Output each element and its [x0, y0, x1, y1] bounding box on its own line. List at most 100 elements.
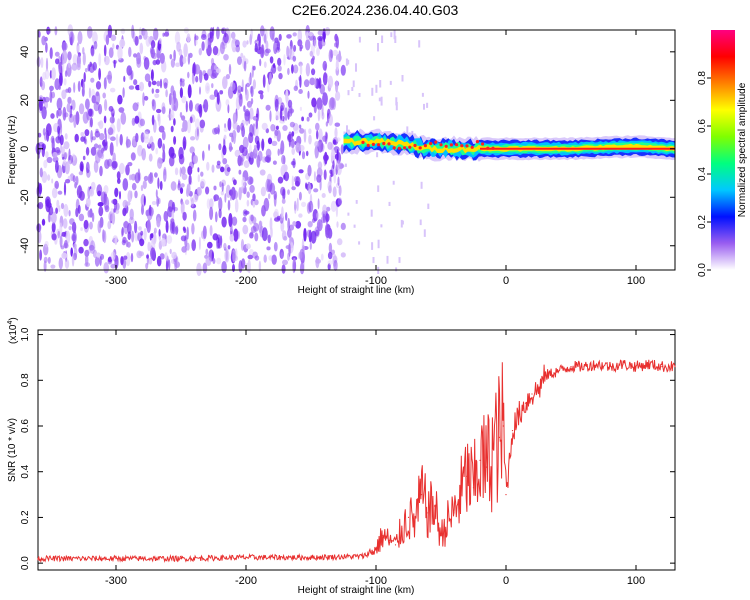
snr-point	[388, 539, 390, 541]
noise-blob	[181, 115, 186, 121]
noise-blob	[307, 164, 312, 177]
noise-blob	[134, 220, 138, 234]
noise-blob	[178, 146, 184, 160]
noise-blob	[76, 63, 81, 71]
noise-blob	[63, 203, 69, 217]
y-tick-label: 0	[19, 146, 31, 152]
ridge-spot	[366, 143, 370, 147]
noise-blob	[249, 123, 254, 137]
noise-blob	[99, 165, 103, 177]
noise-blob	[157, 157, 163, 169]
noise-streak	[386, 255, 389, 264]
noise-blob	[97, 121, 101, 126]
noise-blob	[150, 172, 153, 178]
noise-blob	[308, 31, 313, 37]
noise-blob	[322, 60, 328, 71]
snr-scale-factor: (x104)	[7, 317, 19, 344]
noise-blob	[328, 185, 332, 194]
noise-blob	[202, 225, 207, 239]
noise-blob	[117, 94, 123, 105]
noise-blob	[163, 166, 167, 176]
noise-blob	[289, 46, 292, 57]
ridge-spot	[475, 140, 479, 144]
noise-blob	[274, 98, 279, 112]
noise-blob	[87, 210, 91, 218]
noise-blob	[238, 187, 242, 201]
noise-blob	[67, 58, 71, 69]
noise-blob	[89, 117, 93, 128]
noise-blob	[150, 141, 155, 151]
noise-blob	[241, 176, 246, 189]
noise-blob	[156, 217, 161, 228]
noise-blob	[335, 91, 341, 101]
noise-blob	[180, 235, 187, 242]
noise-blob	[152, 59, 157, 66]
colorbar-label: Normalized spectral amplitude	[737, 82, 748, 217]
ridge-spot	[470, 145, 474, 149]
noise-blob	[223, 54, 229, 61]
ridge-spot	[408, 145, 412, 149]
noise-blob	[230, 31, 236, 39]
noise-blob	[191, 239, 196, 252]
noise-blob	[59, 72, 63, 87]
y-tick-label: 40	[19, 46, 31, 58]
noise-blob	[82, 155, 86, 161]
noise-blob	[61, 231, 67, 237]
noise-streak	[401, 75, 404, 82]
noise-streak	[380, 224, 383, 228]
noise-blob	[148, 204, 152, 216]
noise-blob	[150, 247, 156, 260]
ridge-spot	[413, 143, 417, 148]
noise-blob	[193, 155, 198, 164]
noise-streak	[376, 152, 379, 158]
noise-blob	[148, 153, 153, 162]
noise-blob	[54, 51, 60, 57]
noise-blob	[157, 138, 163, 149]
snr-point	[498, 436, 501, 438]
noise-blob	[52, 151, 58, 158]
noise-blob	[238, 169, 242, 175]
noise-blob	[57, 230, 61, 239]
noise-blob	[94, 256, 100, 267]
noise-streak	[351, 87, 354, 91]
noise-blob	[138, 81, 145, 92]
noise-blob	[211, 164, 215, 173]
y-tick-label: 0.4	[20, 464, 31, 478]
noise-blob	[291, 186, 296, 191]
noise-blob	[89, 108, 94, 118]
noise-blob	[294, 204, 297, 214]
noise-blob	[189, 116, 193, 124]
noise-blob	[316, 97, 323, 111]
snr-point	[596, 363, 598, 365]
noise-blob	[240, 52, 244, 59]
noise-blob	[122, 236, 127, 244]
noise-blob	[285, 245, 291, 250]
noise-blob	[39, 167, 43, 178]
noise-blob	[305, 39, 311, 51]
noise-blob	[251, 65, 254, 78]
snr-point	[381, 535, 384, 537]
noise-blob	[103, 44, 107, 57]
noise-blob	[173, 49, 176, 62]
noise-streak	[352, 80, 355, 88]
noise-blob	[182, 226, 186, 232]
noise-blob	[162, 149, 166, 163]
x-tick-label: -100	[365, 275, 387, 287]
noise-streak	[395, 267, 398, 272]
noise-blob	[254, 232, 259, 242]
ridge-spot	[371, 142, 375, 146]
noise-blob	[145, 35, 151, 47]
y-tick-label: -20	[19, 189, 31, 205]
noise-blob	[322, 92, 328, 106]
noise-blob	[148, 257, 153, 265]
colorbar-tick-label: 0.8	[697, 71, 708, 85]
noise-blob	[85, 197, 91, 208]
noise-blob	[48, 205, 54, 216]
noise-blob	[108, 105, 114, 112]
noise-blob	[317, 161, 323, 170]
snr-scale-close: )	[8, 317, 19, 320]
noise-blob	[131, 24, 135, 39]
noise-blob	[51, 178, 54, 184]
noise-blob	[277, 57, 282, 66]
noise-blob	[171, 97, 175, 111]
